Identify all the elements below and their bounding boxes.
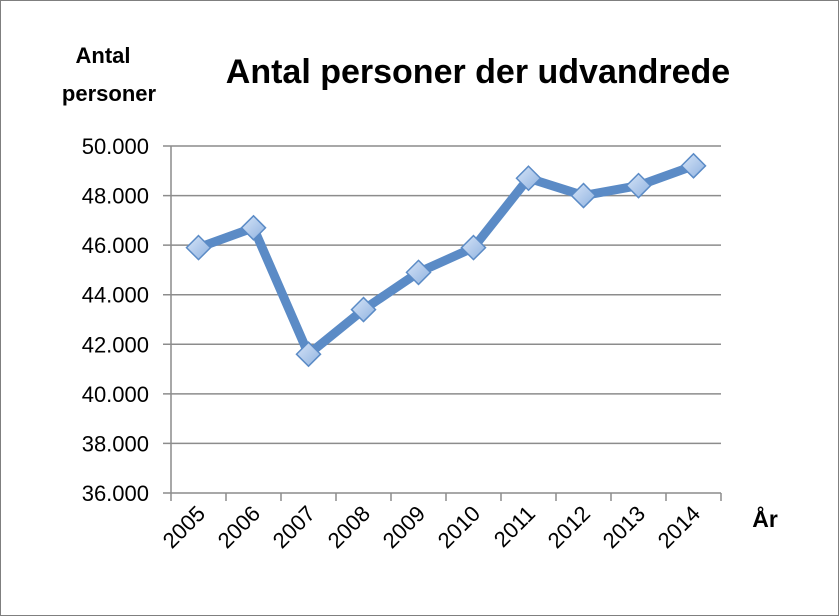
y-tick-label: 50.000 (82, 134, 149, 159)
y-tick-label: 48.000 (82, 184, 149, 209)
y-tick-label: 42.000 (82, 332, 149, 357)
chart-title: Antal personer der udvandrede (226, 53, 730, 91)
series-line (194, 161, 698, 359)
x-tick-label: 2007 (268, 501, 320, 553)
x-tick-label: 2005 (158, 501, 210, 553)
y-axis-label-line-2: personer (62, 81, 157, 106)
data-point-marker (240, 214, 267, 241)
data-point-marker (295, 341, 322, 368)
data-point-marker (680, 152, 707, 179)
data-point-marker (570, 182, 597, 209)
x-axis-ticks: 2005 2006 2007 2008 2009 2010 2011 2012 2013 2014 (158, 493, 722, 553)
y-tick-label: 44.000 (82, 283, 149, 308)
data-point-marker (185, 234, 212, 261)
data-point-marker (515, 165, 542, 192)
x-tick-label: 2006 (213, 501, 265, 553)
x-tick-label: 2009 (378, 501, 430, 553)
data-point-marker (405, 259, 432, 286)
y-axis-label-line-1: Antal (76, 43, 131, 68)
y-tick-label: 36.000 (82, 481, 149, 506)
y-tick-label: 46.000 (82, 233, 149, 258)
x-tick-label: 2012 (543, 501, 595, 553)
series-1 (185, 152, 707, 368)
x-tick-label: 2010 (433, 501, 485, 553)
gridlines (163, 145, 721, 494)
y-tick-label: 40.000 (82, 382, 149, 407)
data-point-marker (350, 296, 377, 323)
x-tick-label: 2014 (653, 501, 705, 553)
x-axis-label: År (752, 505, 778, 532)
data-point-marker (460, 234, 487, 261)
x-tick-label: 2008 (323, 501, 375, 553)
data-point-marker (625, 172, 652, 199)
x-tick-label: 2011 (489, 501, 540, 552)
x-tick-label: 2013 (598, 501, 650, 553)
y-axis-ticks: 36.000 38.000 40.000 42.000 44.000 46.000 48.0… (82, 134, 149, 506)
y-tick-label: 38.000 (82, 431, 149, 456)
